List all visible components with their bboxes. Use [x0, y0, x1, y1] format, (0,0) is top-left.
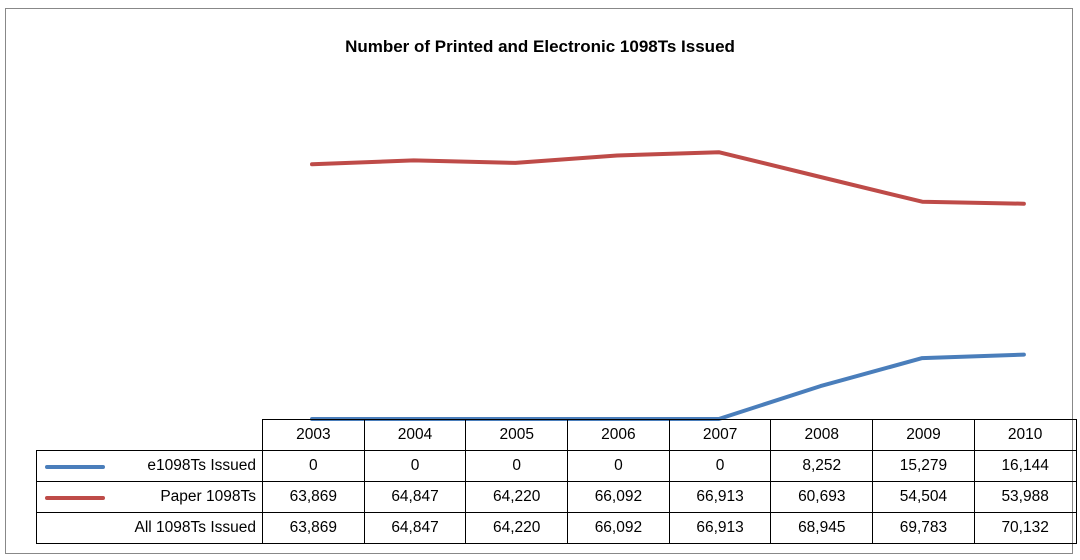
category-label: 2003 [262, 419, 365, 451]
series-label: Paper 1098Ts [160, 488, 256, 505]
data-label: 66,092 [567, 512, 670, 544]
data-label: 68,945 [770, 512, 874, 544]
data-label: 70,132 [973, 512, 1077, 544]
data-label: 64,220 [465, 481, 569, 513]
table-row: e1098Ts Issued 0 0 0 0 0 8,252 15,279 16,144 [36, 450, 1077, 482]
series-name: Paper 1098Ts [36, 481, 263, 513]
data-label: 66,913 [668, 512, 772, 544]
table-corner [36, 419, 263, 451]
data-label: 64,847 [363, 481, 467, 513]
data-label: 0 [567, 450, 670, 482]
series-line-0 [310, 352, 1026, 421]
category-label: 2009 [872, 419, 975, 451]
data-table: 2003 2004 2005 2006 2007 2008 2009 2010 e1098Ts … [36, 419, 1077, 544]
data-label: 8,252 [770, 450, 874, 482]
data-label: 0 [668, 450, 772, 482]
data-label: 0 [262, 450, 365, 482]
category-label: 2004 [363, 419, 467, 451]
data-label: 63,869 [262, 512, 365, 544]
series-label: All 1098Ts Issued [134, 519, 257, 536]
series-name: All 1098Ts Issued [36, 512, 263, 544]
chart-title: Number of Printed and Electronic 1098Ts … [345, 37, 735, 56]
table-row: All 1098Ts Issued 63,869 64,847 64,220 66,09… [36, 512, 1077, 544]
legend-key [45, 496, 105, 500]
category-label: 2008 [770, 419, 874, 451]
data-label: 0 [363, 450, 467, 482]
chart-frame [5, 8, 1073, 554]
data-label: 16,144 [973, 450, 1077, 482]
legend-key [45, 465, 105, 469]
table-header-row: 2003 2004 2005 2006 2007 2008 2009 2010 [36, 419, 1077, 451]
series-line-1 [310, 150, 1026, 206]
series-name: e1098Ts Issued [36, 450, 263, 482]
category-label: 2010 [973, 419, 1077, 451]
category-label: 2007 [668, 419, 772, 451]
category-label: 2005 [465, 419, 569, 451]
data-label: 15,279 [872, 450, 975, 482]
data-label: 0 [465, 450, 569, 482]
data-label: 63,869 [262, 481, 365, 513]
data-label: 64,220 [465, 512, 569, 544]
data-label: 66,913 [668, 481, 772, 513]
data-label: 54,504 [872, 481, 975, 513]
table-row: Paper 1098Ts 63,869 64,847 64,220 66,092 66,9… [36, 481, 1077, 513]
data-label: 53,988 [973, 481, 1077, 513]
data-label: 60,693 [770, 481, 874, 513]
category-label: 2006 [567, 419, 670, 451]
data-label: 64,847 [363, 512, 467, 544]
data-label: 66,092 [567, 481, 670, 513]
series-label: e1098Ts Issued [147, 457, 256, 474]
data-label: 69,783 [872, 512, 975, 544]
